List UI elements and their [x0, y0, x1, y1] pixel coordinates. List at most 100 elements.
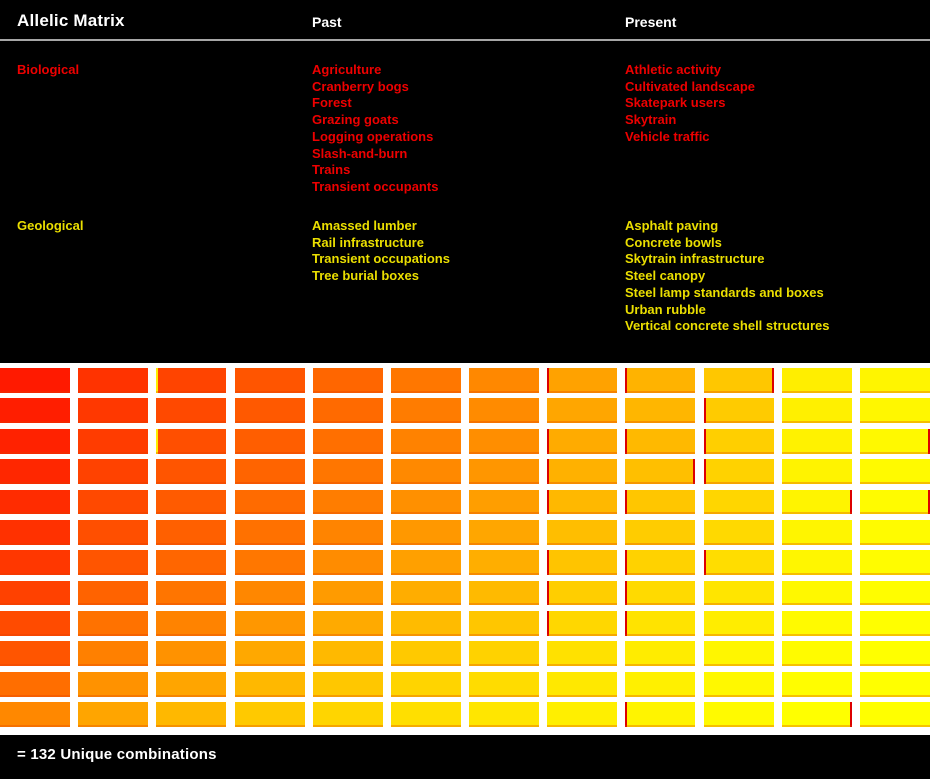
- cell-sliver: [547, 489, 550, 515]
- matrix-cell: [781, 519, 852, 545]
- matrix-cell: [234, 580, 305, 606]
- list-item: Transient occupants: [312, 178, 439, 194]
- list-item: Steel canopy: [625, 268, 706, 284]
- matrix-cell: [469, 519, 540, 545]
- matrix-cell: [781, 550, 852, 576]
- matrix-cell: [156, 611, 227, 636]
- matrix-cell: [312, 611, 383, 636]
- matrix-cell: [78, 580, 149, 606]
- matrix-cell: [0, 611, 70, 636]
- geological-past-list: Amassed lumber Rail infrastructure Transie…: [312, 218, 450, 285]
- matrix-cell: [703, 580, 774, 606]
- matrix-cell: [703, 671, 774, 697]
- cell-sliver: [547, 611, 550, 636]
- matrix-cell: [469, 428, 540, 454]
- list-item: Agriculture: [312, 62, 382, 77]
- footer-caption: = 132 Unique combinations: [17, 746, 217, 763]
- matrix-cell: [469, 489, 540, 515]
- cell-sliver: [703, 550, 706, 576]
- matrix-cell: [625, 641, 696, 667]
- matrix-cell: [625, 489, 696, 515]
- list-item: Skytrain infrastructure: [625, 251, 765, 267]
- column-header-present: Present: [625, 14, 677, 30]
- matrix-cell: [625, 428, 696, 454]
- matrix-cell: [469, 550, 540, 576]
- list-item: Rail infrastructure: [312, 234, 424, 250]
- cell-sliver: [547, 368, 550, 393]
- list-item: Forest: [312, 95, 352, 111]
- matrix-cell: [860, 641, 930, 667]
- matrix-cell: [312, 489, 383, 515]
- matrix-cell: [860, 398, 930, 424]
- matrix-cell: [703, 428, 774, 454]
- matrix-cell: [0, 671, 70, 697]
- matrix-cell: [156, 550, 227, 576]
- matrix-cell: [390, 459, 461, 484]
- matrix-cell: [860, 489, 930, 515]
- matrix-cell: [156, 428, 227, 454]
- matrix-cell: [78, 550, 149, 576]
- matrix-cell: [781, 489, 852, 515]
- matrix-cell: [78, 398, 149, 424]
- matrix-cell: [312, 641, 383, 667]
- matrix-cell: [78, 428, 149, 454]
- matrix-cell: [390, 428, 461, 454]
- cell-sliver: [703, 428, 706, 454]
- matrix-cell: [390, 489, 461, 515]
- matrix-cell: [234, 611, 305, 636]
- matrix-cell: [312, 550, 383, 576]
- matrix-cell: [469, 459, 540, 484]
- matrix-cell: [860, 702, 930, 727]
- matrix-cell: [0, 398, 70, 424]
- matrix-cell: [703, 550, 774, 576]
- cell-sliver: [693, 459, 696, 484]
- geological-present-list: Asphalt paving Concrete bowls Skytrain inf…: [625, 218, 829, 335]
- matrix-cell: [781, 611, 852, 636]
- cell-sliver: [625, 550, 628, 576]
- matrix-cell: [469, 641, 540, 667]
- matrix-cell: [703, 459, 774, 484]
- cell-sliver: [156, 428, 159, 454]
- cell-sliver: [849, 489, 852, 515]
- matrix-cell: [781, 368, 852, 393]
- matrix-cell: [547, 489, 618, 515]
- cell-sliver: [625, 611, 628, 636]
- matrix-cell: [234, 368, 305, 393]
- biological-present-list: Athletic activity Cultivated landscape Ska…: [625, 62, 755, 146]
- matrix-cell: [547, 519, 618, 545]
- matrix-cell: [0, 580, 70, 606]
- list-item: Vertical concrete shell structures: [625, 318, 830, 334]
- matrix-cell: [625, 580, 696, 606]
- list-item: Transient occupations: [312, 251, 450, 267]
- matrix-cell: [703, 702, 774, 727]
- list-item: Urban rubble: [625, 301, 706, 317]
- matrix-cell: [547, 611, 618, 636]
- matrix-cell: [860, 368, 930, 393]
- matrix-cell: [703, 489, 774, 515]
- matrix-cell: [703, 368, 774, 393]
- matrix-cell: [625, 611, 696, 636]
- matrix-cell: [156, 398, 227, 424]
- matrix-cell: [860, 428, 930, 454]
- cell-sliver: [625, 428, 628, 454]
- matrix-cell: [78, 641, 149, 667]
- column-header-past: Past: [312, 14, 342, 30]
- list-item: Steel lamp standards and boxes: [625, 284, 824, 300]
- matrix-cell: [625, 398, 696, 424]
- matrix-cell: [234, 702, 305, 727]
- list-item: Amassed lumber: [312, 218, 417, 233]
- matrix-cell: [234, 671, 305, 697]
- list-item: Skytrain: [625, 112, 677, 128]
- matrix-cell: [312, 398, 383, 424]
- footer-bar: = 132 Unique combinations: [0, 735, 930, 779]
- matrix-cell: [625, 671, 696, 697]
- cell-sliver: [927, 428, 930, 454]
- matrix-cell: [781, 671, 852, 697]
- matrix-cell: [547, 398, 618, 424]
- matrix-cell: [703, 641, 774, 667]
- matrix-cell: [625, 550, 696, 576]
- cell-sliver: [156, 368, 159, 393]
- matrix-cell: [390, 519, 461, 545]
- matrix-cell: [547, 580, 618, 606]
